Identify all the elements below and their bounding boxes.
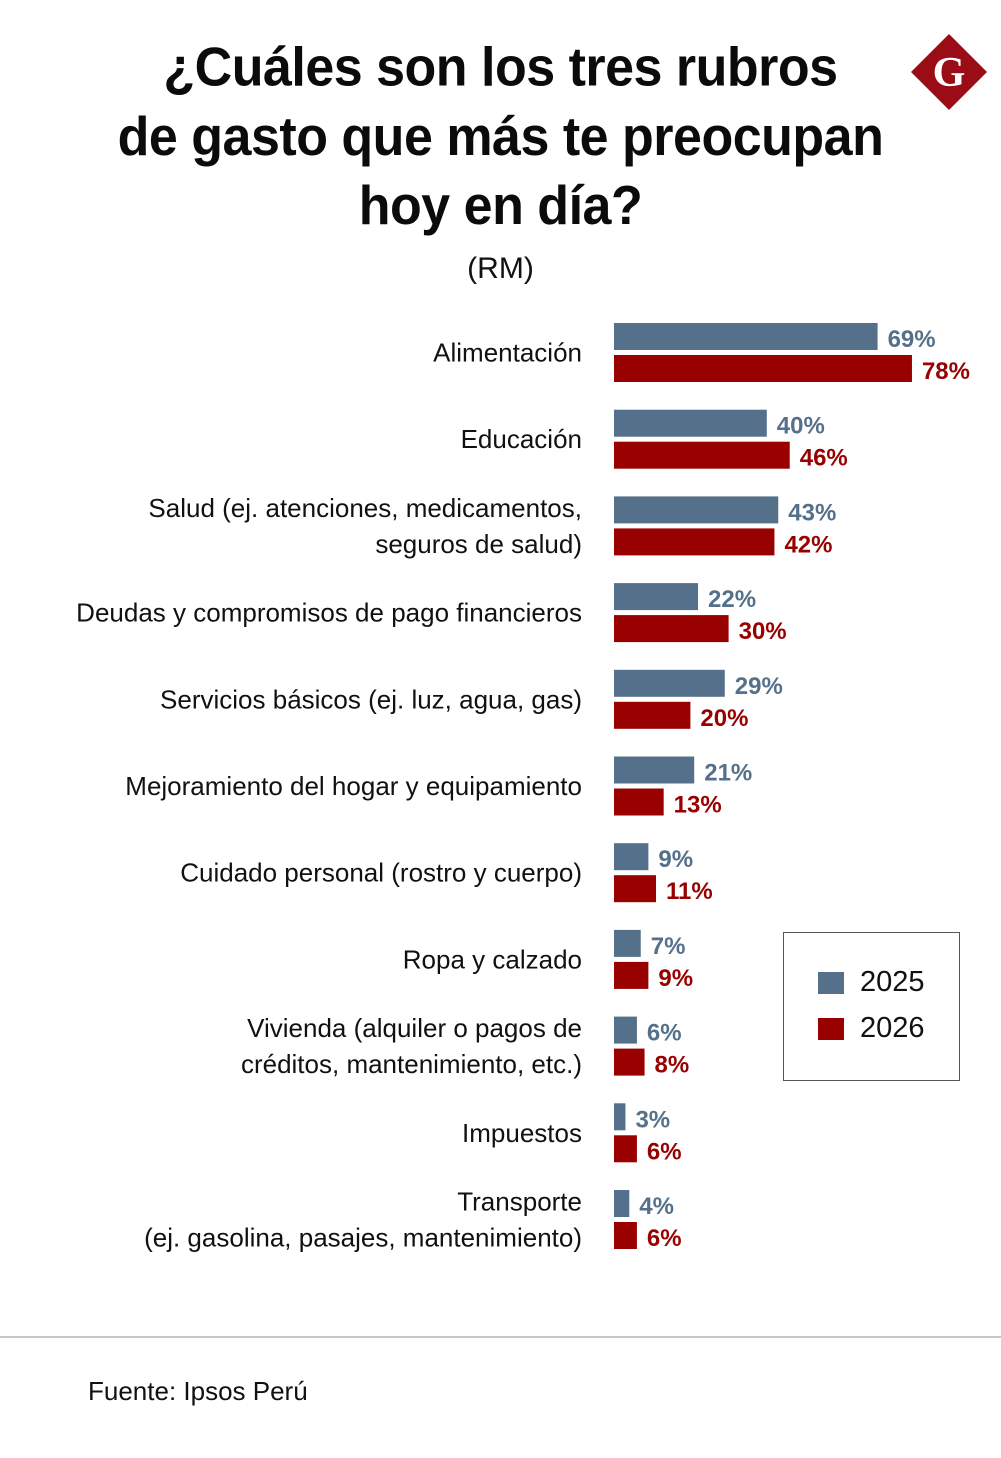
category-group: Servicios básicos (ej. luz, agua, gas) 29… [160,669,783,732]
category-label: Cuidado personal (rostro y cuerpo) [180,858,582,888]
bar-2026 [614,788,664,816]
legend-item-2025: 2025 [818,966,925,999]
bar-2025 [614,323,878,350]
data-label-2026: 6% [647,1138,682,1165]
data-label-2025: 21% [704,760,752,787]
bar-2026 [614,1222,637,1249]
category-label: Mejoramiento del hogar y equipamiento [125,771,582,801]
data-label-2026: 9% [658,965,693,992]
data-label-2026: 20% [700,705,748,732]
bar-2025 [614,496,779,524]
title-line-3: hoy en día? [358,175,643,237]
data-label-2025: 3% [635,1106,670,1133]
chart-title: ¿Cuáles son los tres rubros de gasto que… [0,33,1001,241]
bar-2026 [614,355,912,382]
source-note: Fuente: Ipsos Perú [88,1376,308,1406]
bar-2026 [614,1135,637,1163]
category-group: Alimentación 69% 78% [433,323,970,385]
title-line-2: de gasto que más te preocupan [117,106,884,168]
bar-2026 [614,1048,645,1076]
category-group: Impuestos 3% 6% [462,1103,682,1165]
bar-2026 [614,528,775,556]
category-label: Servicios básicos (ej. luz, agua, gas) [160,684,582,714]
data-label-2025: 6% [647,1020,682,1047]
bar-2026 [614,615,729,643]
data-label-2025: 40% [777,413,825,440]
bar-2026 [614,961,649,989]
data-label-2026: 6% [647,1225,682,1252]
category-group: Salud (ej. atenciones, medicamentos, segu… [148,493,836,559]
category-label: Alimentación [433,338,582,368]
data-label-2026: 30% [739,618,787,645]
bar-2025 [614,1016,637,1044]
logo-diamond [911,34,987,110]
bar-2026 [614,701,691,729]
category-label: Vivienda (alquiler o pagos de [247,1013,582,1043]
category-label: Deudas y compromisos de pago financieros [76,598,582,628]
bar-chart: Alimentación 69% 78% Educación 40% 46% Salud (… [76,323,970,1253]
category-label: Transporte [457,1187,582,1217]
legend-swatch-2026 [818,1017,844,1040]
category-label: Salud (ej. atenciones, medicamentos, [148,493,582,523]
legend: 2025 2026 [783,932,960,1081]
data-label-2026: 46% [800,445,848,472]
category-label: (ej. gasolina, pasajes, mantenimiento) [144,1223,582,1253]
legend-label-2025: 2025 [860,966,925,998]
data-label-2025: 7% [651,933,686,960]
bar-2026 [614,875,657,903]
category-group: Deudas y compromisos de pago financieros… [76,583,787,645]
data-label-2025: 9% [658,846,693,873]
bar-2025 [614,756,695,784]
data-label-2026: 42% [784,531,832,558]
data-label-2026: 13% [674,792,722,819]
bar-2025 [614,843,649,871]
category-group: Educación 40% 46% [461,409,848,472]
bar-2025 [614,1190,630,1217]
data-label-2025: 4% [639,1193,674,1220]
category-group: Vivienda (alquiler o pagos de créditos, m… [241,1013,689,1079]
g-diamond-logo-icon: G [911,34,987,110]
category-group: Ropa y calzado 7% 9% [403,929,693,992]
data-label-2026: 11% [666,878,713,905]
data-label-2026: 78% [922,358,970,385]
legend-label-2026: 2026 [860,1012,925,1044]
bar-2026 [614,441,790,469]
bar-2025 [614,1103,626,1131]
category-group: Transporte (ej. gasolina, pasajes, manten… [144,1187,682,1253]
bar-2025 [614,583,699,611]
category-group: Mejoramiento del hogar y equipamiento 21%… [125,756,752,819]
data-label-2025: 29% [735,673,783,700]
category-group: Cuidado personal (rostro y cuerpo) 9% 11% [180,843,713,905]
category-label: seguros de salud) [375,529,582,559]
data-label-2025: 43% [788,499,836,526]
category-label: Impuestos [462,1118,582,1148]
bar-2025 [614,929,641,957]
data-label-2025: 69% [888,326,936,353]
category-label: Ropa y calzado [403,944,582,974]
legend-item-2026: 2026 [818,1012,925,1045]
footer-divider [0,1336,1001,1338]
bar-2025 [614,669,725,697]
data-label-2025: 22% [708,586,756,613]
bar-2025 [614,409,767,437]
legend-swatch-2025 [818,971,844,994]
data-label-2026: 8% [655,1052,690,1079]
chart-subtitle: (RM) [467,252,534,285]
category-label: Educación [461,424,582,454]
title-line-1: ¿Cuáles son los tres rubros [163,37,838,99]
category-label: créditos, mantenimiento, etc.) [241,1049,582,1079]
logo-letter: G [933,50,966,96]
